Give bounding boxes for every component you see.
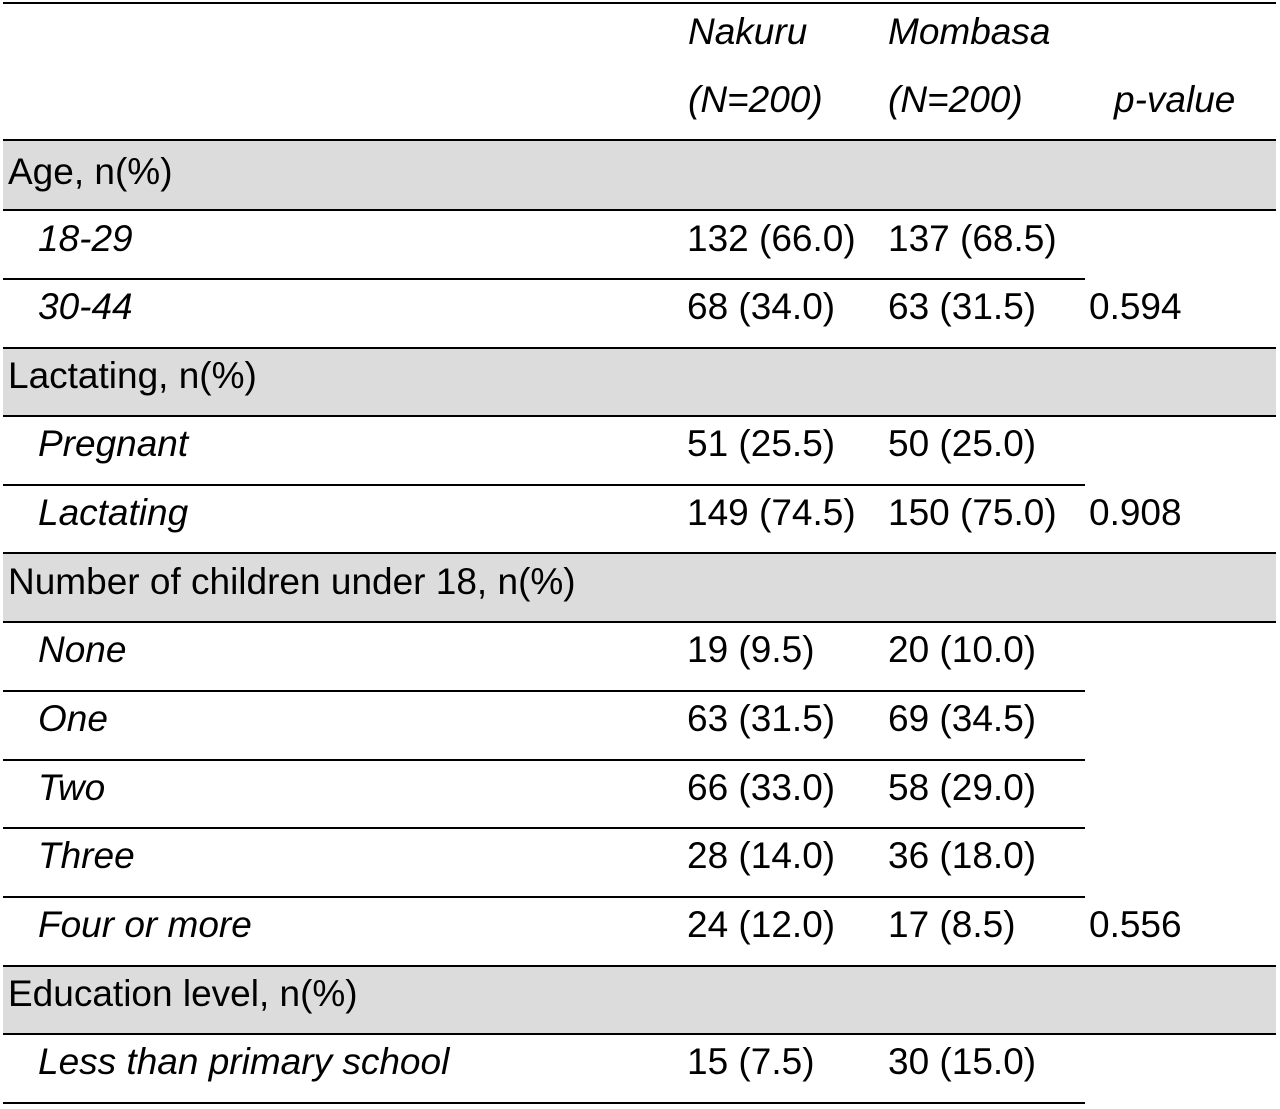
cell-nakuru: 19 (9.5) — [687, 629, 815, 670]
cell-mombasa: 36 (18.0) — [888, 835, 1037, 876]
row-label: Lactating — [38, 492, 189, 533]
row-label: Two — [38, 767, 106, 808]
row-label: 30-44 — [38, 286, 133, 327]
cell-mombasa: 69 (34.5) — [888, 698, 1037, 739]
cell-mombasa: 17 (8.5) — [888, 904, 1016, 945]
section-band-children — [3, 554, 1276, 622]
row-rule — [3, 1033, 1276, 1035]
cell-mombasa: 150 (75.0) — [888, 492, 1057, 533]
row-label: One — [38, 698, 108, 739]
row-rule — [3, 552, 1276, 554]
row-rule — [3, 415, 1276, 417]
cell-nakuru: 24 (12.0) — [687, 904, 836, 945]
row-rule — [3, 621, 1276, 623]
cell-pvalue: 0.908 — [1089, 492, 1182, 533]
cell-mombasa: 50 (25.0) — [888, 423, 1037, 464]
cell-mombasa: 58 (29.0) — [888, 767, 1037, 808]
cell-nakuru: 28 (14.0) — [687, 835, 836, 876]
cell-nakuru: 63 (31.5) — [687, 698, 836, 739]
cell-nakuru: 66 (33.0) — [687, 767, 836, 808]
cell-nakuru: 132 (66.0) — [687, 218, 856, 259]
row-rule — [3, 896, 1085, 898]
cell-nakuru: 15 (7.5) — [687, 1041, 815, 1082]
cell-nakuru: 51 (25.5) — [687, 423, 836, 464]
cell-mombasa: 20 (10.0) — [888, 629, 1037, 670]
header-rule — [3, 139, 1276, 141]
cell-nakuru: 68 (34.0) — [687, 286, 836, 327]
cell-mombasa: 137 (68.5) — [888, 218, 1057, 259]
row-rule — [3, 759, 1085, 761]
section-band-education — [3, 967, 1276, 1034]
section-band-lactating — [3, 349, 1276, 416]
row-rule — [3, 209, 1276, 211]
section-title-age: Age, n(%) — [8, 151, 173, 192]
table-top-rule — [3, 2, 1276, 4]
cell-nakuru: 149 (74.5) — [687, 492, 856, 533]
cell-pvalue: 0.556 — [1089, 904, 1182, 945]
row-label: Three — [38, 835, 135, 876]
section-title-children: Number of children under 18, n(%) — [8, 561, 576, 602]
col-header-nakuru: Nakuru — [688, 11, 808, 52]
col-header-pvalue: p-value — [1114, 79, 1236, 120]
row-label: Four or more — [38, 904, 252, 945]
row-rule — [3, 965, 1276, 967]
col-header-nakuru-n: (N=200) — [688, 79, 823, 120]
row-rule — [3, 484, 1085, 486]
section-title-lactating: Lactating, n(%) — [8, 355, 257, 396]
row-label: Pregnant — [38, 423, 189, 464]
cell-mombasa: 30 (15.0) — [888, 1041, 1037, 1082]
col-header-mombasa: Mombasa — [888, 11, 1051, 52]
col-header-mombasa-n: (N=200) — [888, 79, 1023, 120]
row-rule — [3, 1102, 1085, 1104]
row-rule — [3, 347, 1276, 349]
row-rule — [3, 278, 1085, 280]
row-label: None — [38, 629, 127, 670]
cell-mombasa: 63 (31.5) — [888, 286, 1037, 327]
row-rule — [3, 827, 1085, 829]
row-label: 18-29 — [38, 218, 133, 259]
row-label: Less than primary school — [38, 1041, 450, 1082]
section-band-age — [3, 141, 1276, 210]
row-rule — [3, 690, 1085, 692]
cell-pvalue: 0.594 — [1089, 286, 1182, 327]
section-title-education: Education level, n(%) — [8, 973, 358, 1014]
